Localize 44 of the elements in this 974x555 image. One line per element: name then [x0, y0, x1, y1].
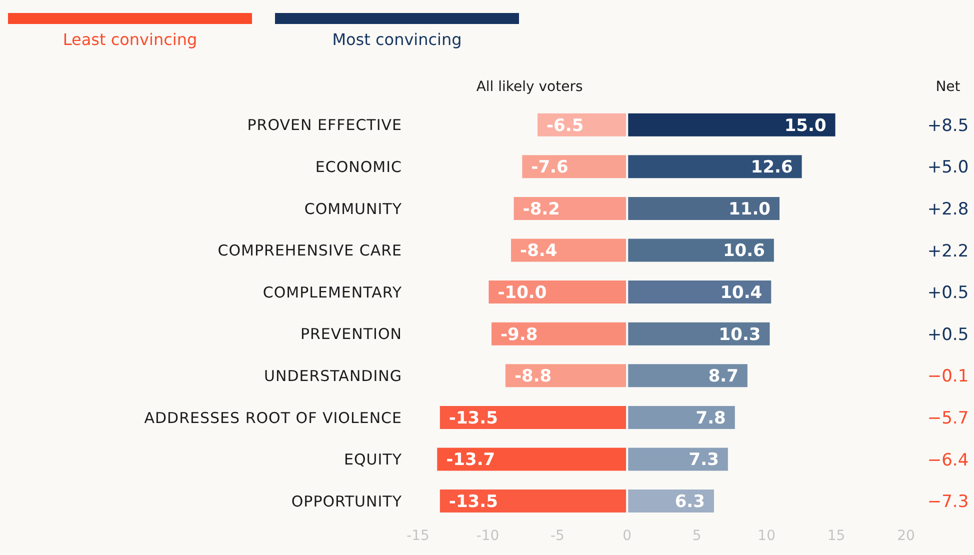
data-label: -8.2: [522, 199, 560, 220]
data-label: -9.8: [500, 324, 538, 345]
text: −7.3: [927, 492, 969, 512]
data-label: 10.6: [722, 241, 765, 262]
y-tick-label: OPPORTUNITY: [291, 492, 402, 510]
y-tick-label: ECONOMIC: [315, 158, 402, 176]
data-label: 10.3: [718, 324, 761, 345]
text: +8.5: [927, 116, 969, 136]
data-label: 10.4: [720, 283, 762, 304]
data-label: 12.6: [750, 158, 793, 178]
data-label: 7.8: [696, 408, 726, 428]
y-tick-label: COMPLEMENTARY: [262, 283, 402, 302]
data-label: -13.7: [446, 450, 496, 470]
text: +2.8: [927, 199, 969, 220]
data-label: 11.0: [728, 199, 771, 220]
y-tick-label: COMMUNITY: [304, 200, 402, 218]
text: −6.4: [927, 450, 969, 470]
y-tick-label: COMPREHENSIVE CARE: [218, 242, 402, 260]
y-tick-label: ADDRESSES ROOT OF VIOLENCE: [144, 408, 402, 427]
text: +0.5: [927, 324, 969, 345]
text: All likely voters: [476, 78, 583, 95]
text: +0.5: [927, 283, 969, 304]
data-label: 8.7: [708, 366, 738, 387]
data-label: -13.5: [448, 408, 498, 428]
text: −0.1: [927, 366, 969, 387]
text: −5.7: [927, 408, 969, 428]
data-label: -8.4: [520, 241, 558, 262]
data-label: -7.6: [531, 158, 568, 178]
y-tick-label: UNDERSTANDING: [264, 367, 402, 386]
data-label: -10.0: [498, 283, 547, 304]
data-label: -6.5: [546, 116, 584, 136]
text: +2.2: [927, 241, 969, 262]
data-label: 15.0: [784, 116, 826, 136]
text: Most convincing: [331, 30, 463, 49]
data-label: -13.5: [448, 492, 498, 512]
data-label: 7.3: [688, 450, 719, 470]
text: Net: [936, 78, 961, 95]
y-tick-label: EQUITY: [344, 450, 402, 469]
text: Least convincing: [62, 30, 198, 49]
y-tick-label: PREVENTION: [300, 325, 402, 344]
data-label: -8.8: [514, 366, 552, 387]
data-label: 6.3: [674, 492, 705, 512]
text: +5.0: [927, 158, 969, 178]
y-tick-label: PROVEN EFFECTIVE: [247, 116, 402, 134]
